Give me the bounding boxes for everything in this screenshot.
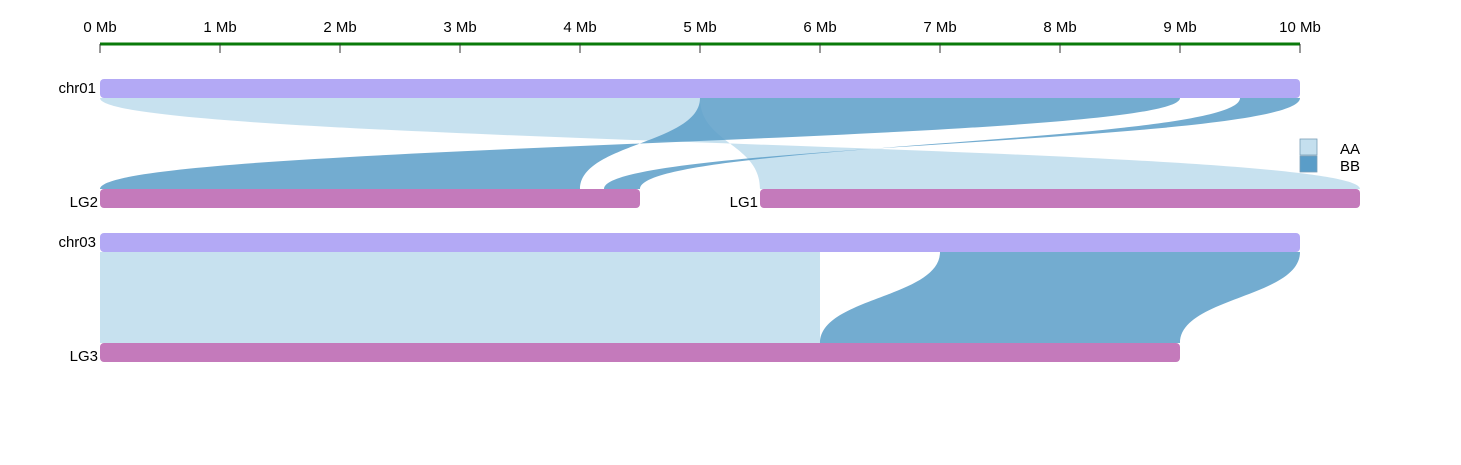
legend-label-bb: BB (1340, 158, 1360, 175)
chromosome-label-LG1: LG1 (730, 194, 758, 211)
legend-swatch-aa (1299, 138, 1318, 156)
scale-tick-label: 2 Mb (323, 19, 356, 36)
scale-tick-label: 9 Mb (1163, 19, 1196, 36)
scale-bar: 0 Mb 1 Mb 2 Mb 3 Mb 4 Mb 5 Mb 6 Mb 7 Mb 8 Mb 9 Mb… (83, 19, 1321, 53)
synteny-link-bb (100, 98, 1180, 189)
chromosome-bar-chr01 (100, 79, 1300, 98)
synteny-links (100, 98, 1360, 343)
chromosome-label-LG3: LG3 (70, 348, 98, 365)
chromosome-bar-chr03 (100, 233, 1300, 252)
scale-tick-label: 6 Mb (803, 19, 836, 36)
synteny-link-bb (604, 98, 1300, 189)
chromosome-label-chr03: chr03 (58, 234, 96, 251)
scale-tick-label: 3 Mb (443, 19, 476, 36)
scale-tick-label: 0 Mb (83, 19, 116, 36)
synteny-link-aa (100, 252, 820, 343)
chromosome-bar-LG2 (100, 189, 640, 208)
chromosome-label-LG2: LG2 (70, 194, 98, 211)
scale-tick-label: 1 Mb (203, 19, 236, 36)
chromosome-bar-LG3 (100, 343, 1180, 362)
chromosome-label-chr01: chr01 (58, 80, 96, 97)
scale-tick-label: 4 Mb (563, 19, 596, 36)
synteny-link-aa (100, 98, 1360, 189)
synteny-link-bb (820, 252, 1300, 343)
scale-tick-label: 8 Mb (1043, 19, 1076, 36)
legend-swatch-bb (1299, 155, 1318, 173)
chromosome-bar-LG1 (760, 189, 1360, 208)
scale-tick-label: 10 Mb (1279, 19, 1321, 36)
scale-tick-label: 5 Mb (683, 19, 716, 36)
legend-label-aa: AA (1340, 141, 1360, 158)
chromosome-tracks: chr01 LG2 LG1 chr03 LG3 (58, 79, 1360, 365)
scale-tick-label: 7 Mb (923, 19, 956, 36)
